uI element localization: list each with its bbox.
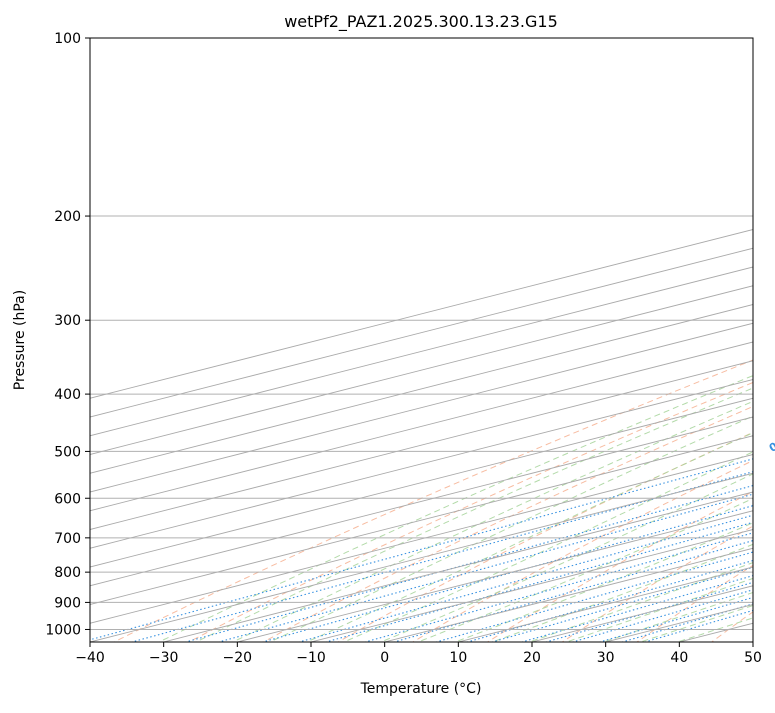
x-tick-label: 20 xyxy=(523,650,541,666)
y-tick-label: 600 xyxy=(54,491,81,507)
x-tick-label: 0 xyxy=(380,650,389,666)
y-tick-label: 200 xyxy=(54,209,81,225)
y-tick-label: 800 xyxy=(54,565,81,581)
x-tick-label: 30 xyxy=(597,650,615,666)
y-tick-label: 500 xyxy=(54,444,81,460)
y-tick-label: 400 xyxy=(54,387,81,403)
y-tick-label: 100 xyxy=(54,31,81,47)
x-tick-label: −40 xyxy=(75,650,105,666)
y-tick-label: 700 xyxy=(54,531,81,547)
x-axis-label: Temperature (°C) xyxy=(360,681,482,697)
x-tick-label: 50 xyxy=(744,650,762,666)
x-tick-label: 10 xyxy=(449,650,467,666)
x-tick-label: −20 xyxy=(223,650,253,666)
y-axis-label: Pressure (hPa) xyxy=(12,290,28,390)
x-tick-label: −30 xyxy=(149,650,179,666)
y-tick-label: 300 xyxy=(54,313,81,329)
x-tick-label: 40 xyxy=(670,650,688,666)
y-tick-label: 1000 xyxy=(45,622,81,638)
y-tick-label: 900 xyxy=(54,595,81,611)
x-tick-label: −10 xyxy=(296,650,326,666)
chart-title: wetPf2_PAZ1.2025.300.13.23.G15 xyxy=(284,12,558,32)
